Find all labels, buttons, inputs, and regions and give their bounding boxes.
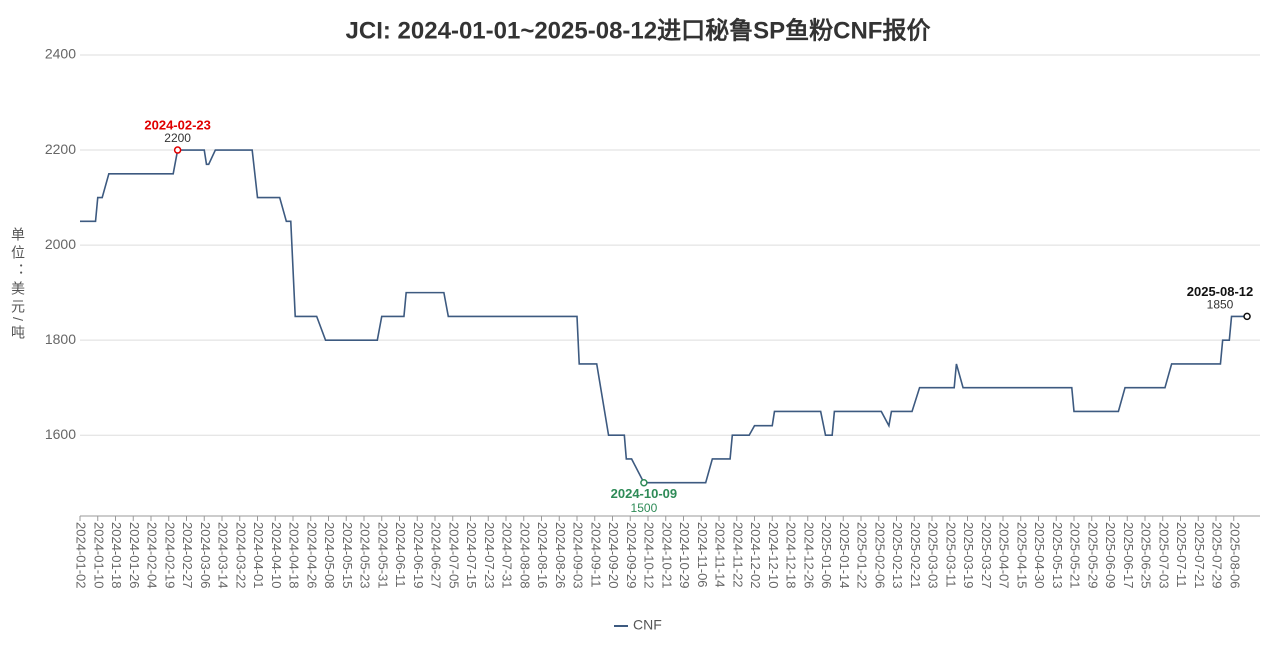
x-tick-label: 2024-12-10 xyxy=(766,522,781,589)
x-tick-label: 2024-11-06 xyxy=(695,522,710,588)
x-tick-label: 2025-03-27 xyxy=(979,522,994,589)
x-tick-label: 2025-05-29 xyxy=(1085,522,1100,589)
y-axis-label: 单位：美元/吨 xyxy=(10,227,26,343)
x-tick-label: 2024-01-02 xyxy=(74,522,89,589)
x-tick-label: 2025-06-09 xyxy=(1103,522,1118,589)
x-tick-label: 2024-09-20 xyxy=(606,522,621,589)
x-tick-label: 2024-01-10 xyxy=(91,522,106,589)
x-tick-label: 2024-08-16 xyxy=(535,522,550,589)
annotation-date: 2024-10-09 xyxy=(611,486,678,501)
x-tick-label: 2024-02-04 xyxy=(145,522,160,589)
x-tick-label: 2025-04-30 xyxy=(1032,522,1047,589)
x-tick-label: 2024-12-02 xyxy=(748,522,763,589)
x-tick-label: 2025-03-03 xyxy=(926,522,941,589)
x-tick-label: 2024-12-26 xyxy=(801,522,816,589)
x-tick-label: 2025-04-07 xyxy=(997,522,1012,589)
x-tick-label: 2024-06-11 xyxy=(393,522,408,588)
x-tick-label: 2025-01-22 xyxy=(855,522,870,589)
x-tick-label: 2025-01-06 xyxy=(819,522,834,589)
x-tick-label: 2024-07-23 xyxy=(482,522,497,589)
chart-title: JCI: 2024-01-01~2025-08-12进口秘鲁SP鱼粉CNF报价 xyxy=(346,16,932,44)
x-tick-label: 2025-07-29 xyxy=(1210,522,1225,589)
x-tick-label: 2025-06-17 xyxy=(1121,522,1136,589)
x-tick-label: 2025-02-13 xyxy=(890,522,905,589)
x-tick-label: 2024-11-22 xyxy=(730,522,745,588)
annotation-marker xyxy=(173,146,182,154)
x-tick-label: 2024-06-19 xyxy=(411,522,426,589)
x-tick-label: 2024-05-08 xyxy=(322,522,337,589)
x-tick-label: 2024-10-29 xyxy=(677,522,692,589)
x-tick-label: 2024-10-21 xyxy=(659,522,674,589)
y-tick-label: 2000 xyxy=(45,236,76,252)
y-tick-label: 2400 xyxy=(45,46,76,62)
annotation-value: 2200 xyxy=(164,131,191,145)
x-tick-label: 2024-08-08 xyxy=(517,522,532,589)
x-tick-label: 2024-05-23 xyxy=(358,522,373,589)
y-tick-label: 2200 xyxy=(45,141,76,157)
annotation-marker xyxy=(640,478,648,487)
x-tick-label: 2025-03-11 xyxy=(943,522,958,588)
x-tick-label: 2024-04-01 xyxy=(251,522,266,589)
annotation-date: 2025-08-12 xyxy=(1187,284,1254,299)
x-tick-label: 2024-09-03 xyxy=(571,522,586,589)
x-tick-label: 2025-07-03 xyxy=(1156,522,1171,589)
x-tick-label: 2024-10-12 xyxy=(642,522,657,589)
x-tick-label: 2024-07-05 xyxy=(446,522,461,589)
x-tick-label: 2025-04-15 xyxy=(1014,522,1029,589)
x-tick-label: 2025-05-13 xyxy=(1050,522,1065,589)
x-tick-label: 2024-03-22 xyxy=(233,522,248,589)
x-tick-label: 2025-06-25 xyxy=(1139,522,1154,589)
x-tick-label: 2024-01-26 xyxy=(127,522,142,589)
x-tick-label: 2024-04-26 xyxy=(304,522,319,589)
annotation-value: 1850 xyxy=(1207,298,1234,312)
x-tick-label: 2024-05-15 xyxy=(340,522,355,589)
x-tick-label: 2024-02-19 xyxy=(162,522,177,589)
x-tick-label: 2025-01-14 xyxy=(837,522,852,589)
x-tick-label: 2025-02-06 xyxy=(872,522,887,589)
x-tick-label: 2024-07-15 xyxy=(464,522,479,589)
x-tick-label: 2024-12-18 xyxy=(784,522,799,589)
legend-label: CNF xyxy=(633,617,662,633)
x-tick-label: 2024-05-31 xyxy=(375,522,390,589)
annotation-marker xyxy=(1243,312,1251,321)
x-tick-label: 2024-09-29 xyxy=(624,522,639,589)
x-tick-label: 2024-01-18 xyxy=(109,522,124,589)
x-tick-label: 2024-04-10 xyxy=(269,522,284,589)
x-tick-label: 2024-03-14 xyxy=(216,522,231,589)
x-tick-label: 2024-06-27 xyxy=(429,522,444,589)
series-line xyxy=(80,149,1248,484)
x-tick-label: 2025-03-19 xyxy=(961,522,976,589)
annotation-date: 2024-02-23 xyxy=(144,117,211,132)
x-tick-label: 2025-02-21 xyxy=(908,522,923,589)
x-tick-label: 2024-07-31 xyxy=(500,522,515,589)
x-tick-label: 2024-09-11 xyxy=(588,522,603,588)
x-tick-label: 2024-04-18 xyxy=(287,522,302,589)
x-tick-label: 2025-05-21 xyxy=(1068,522,1083,589)
x-tick-label: 2025-08-06 xyxy=(1227,522,1242,589)
x-tick-label: 2025-07-11 xyxy=(1174,522,1189,588)
x-tick-label: 2024-11-14 xyxy=(713,522,728,588)
x-tick-label: 2024-02-27 xyxy=(180,522,195,589)
annotation-value: 1500 xyxy=(631,501,658,515)
x-tick-label: 2024-03-06 xyxy=(198,522,213,589)
x-tick-label: 2024-08-26 xyxy=(553,522,568,589)
y-tick-label: 1600 xyxy=(45,426,76,442)
y-tick-label: 1800 xyxy=(45,331,76,347)
x-tick-label: 2025-07-21 xyxy=(1192,522,1207,589)
